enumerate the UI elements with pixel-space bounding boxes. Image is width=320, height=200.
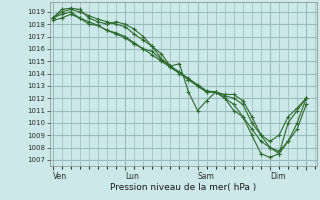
X-axis label: Pression niveau de la mer( hPa ): Pression niveau de la mer( hPa ) [110,183,256,192]
